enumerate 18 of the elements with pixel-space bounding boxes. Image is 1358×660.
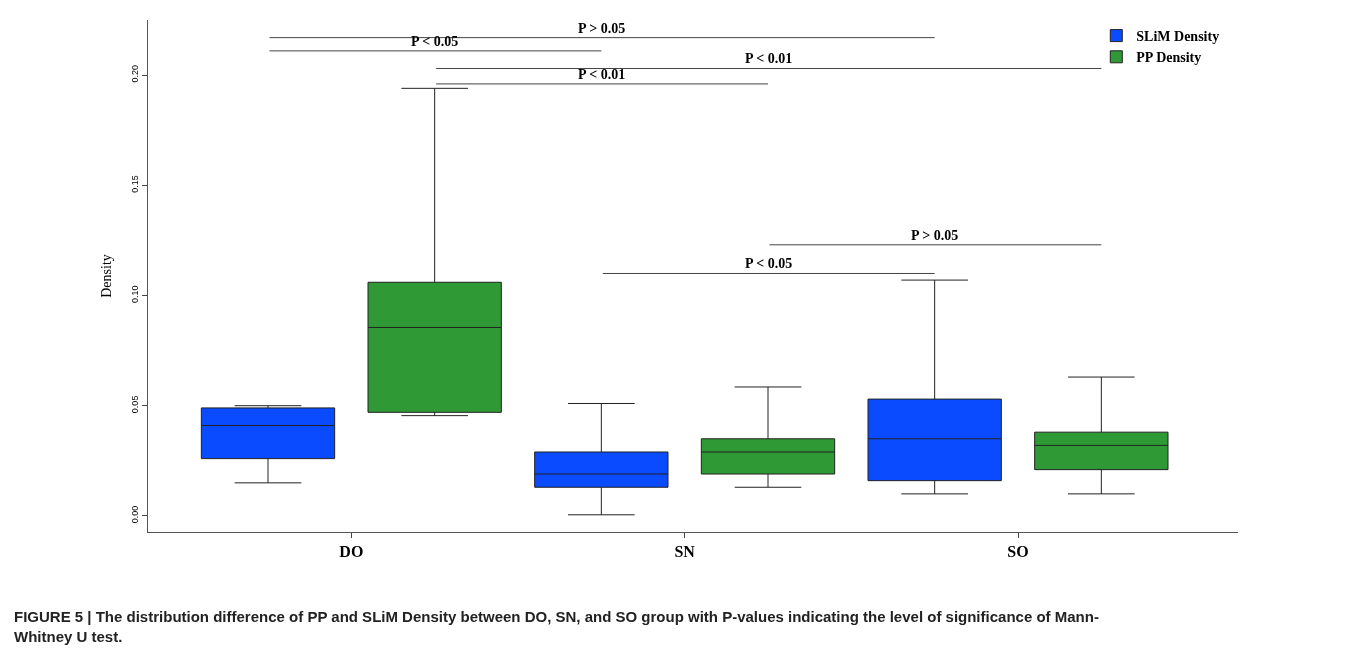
y-axis-title: Density	[99, 254, 114, 298]
annotation: P > 0.05	[578, 21, 626, 36]
y-tick-label: 0.15	[130, 175, 141, 193]
annotation: P < 0.05	[411, 34, 459, 49]
y-tick-label: 0.20	[130, 64, 141, 83]
y-tick-label: 0.05	[130, 395, 141, 414]
legend-label: PP Density	[1136, 50, 1202, 66]
x-tick-label: SN	[674, 543, 696, 561]
y-tick-label: 0.00	[130, 505, 141, 524]
y-tick-label: 0.10	[130, 285, 141, 303]
annotation: P > 0.05	[911, 228, 959, 243]
annotation: P < 0.05	[745, 256, 793, 271]
annotation: P < 0.01	[578, 67, 626, 82]
x-tick-label: DO	[339, 543, 364, 561]
legend-label: SLiM Density	[1136, 29, 1220, 45]
x-tick-label: SO	[1007, 543, 1029, 561]
caption: FIGURE 5 | The distribution difference of PP and SLiM Density between DO, SN, and SO group with P-values indicating the level of significance of Mann-Whitney U test.	[14, 608, 1099, 645]
annotation: P < 0.01	[745, 51, 793, 66]
